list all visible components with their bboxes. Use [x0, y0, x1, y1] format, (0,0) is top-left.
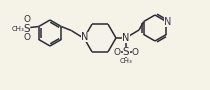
Text: N: N [81, 32, 89, 42]
Text: N: N [122, 33, 130, 43]
Text: S: S [24, 23, 30, 33]
Text: CH₃: CH₃ [11, 25, 24, 32]
Text: O: O [113, 48, 121, 57]
Text: S: S [123, 47, 129, 57]
Text: N: N [164, 16, 171, 26]
Text: O: O [23, 15, 30, 24]
Text: O: O [23, 33, 30, 42]
Text: O: O [131, 48, 139, 57]
Text: CH₃: CH₃ [120, 58, 132, 64]
